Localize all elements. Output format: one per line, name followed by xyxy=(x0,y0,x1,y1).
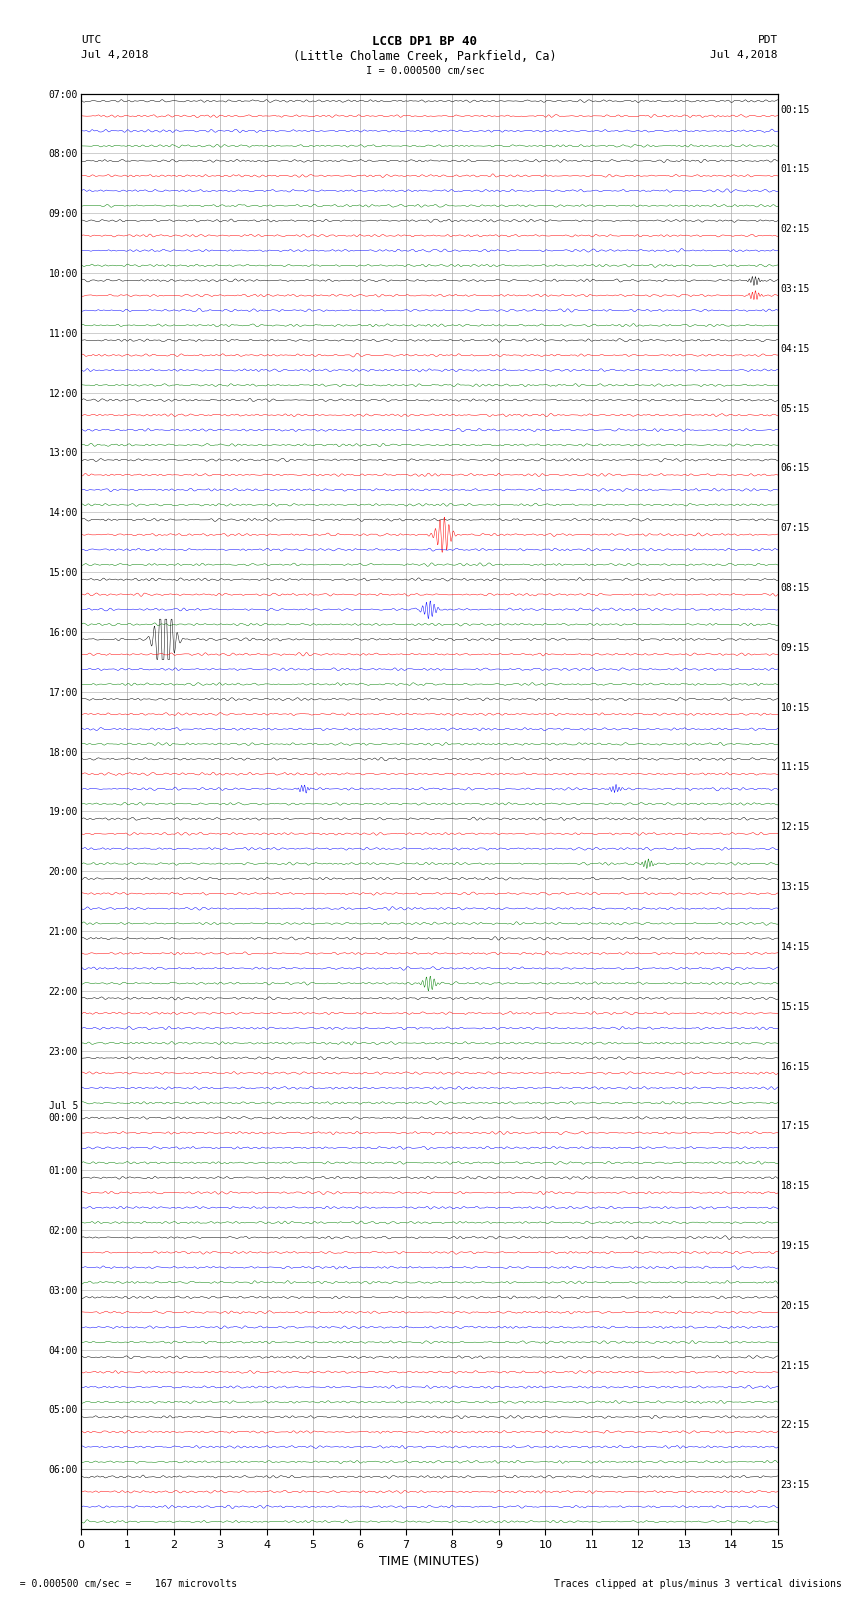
Text: I = 0.000500 cm/sec: I = 0.000500 cm/sec xyxy=(366,66,484,76)
Text: = 0.000500 cm/sec =    167 microvolts: = 0.000500 cm/sec = 167 microvolts xyxy=(8,1579,238,1589)
Text: Traces clipped at plus/minus 3 vertical divisions: Traces clipped at plus/minus 3 vertical … xyxy=(553,1579,842,1589)
Text: PDT: PDT xyxy=(757,35,778,45)
Text: Jul 4,2018: Jul 4,2018 xyxy=(81,50,148,60)
X-axis label: TIME (MINUTES): TIME (MINUTES) xyxy=(379,1555,479,1568)
Text: LCCB DP1 BP 40: LCCB DP1 BP 40 xyxy=(372,35,478,48)
Text: (Little Cholame Creek, Parkfield, Ca): (Little Cholame Creek, Parkfield, Ca) xyxy=(293,50,557,63)
Text: Jul 4,2018: Jul 4,2018 xyxy=(711,50,778,60)
Text: UTC: UTC xyxy=(81,35,101,45)
